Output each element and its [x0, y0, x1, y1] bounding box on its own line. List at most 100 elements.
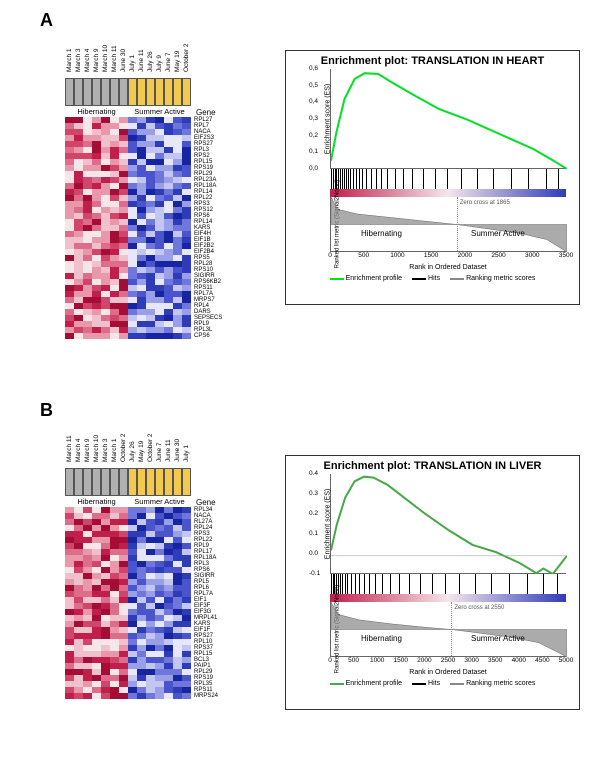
hit-line [376, 169, 377, 189]
sample-header [92, 78, 101, 106]
sample-header [164, 468, 173, 496]
hit-line [364, 574, 365, 594]
y-tick: 0,4 [309, 98, 318, 105]
sample-header [83, 468, 92, 496]
gradient-bar-b [330, 594, 566, 602]
panel-b: B March 11March 4March 9March 10March 3M… [0, 400, 600, 770]
hits-zone-a [330, 169, 566, 197]
gene-label: CPS6 [194, 333, 222, 339]
sample-header [146, 78, 155, 106]
rank-curve [331, 197, 567, 252]
heatmap-cell [164, 333, 173, 339]
heatmap-cell [155, 693, 164, 699]
x-tick: 1000 [390, 252, 404, 259]
hit-line [371, 169, 372, 189]
heatmap-cell [146, 693, 155, 699]
hit-line [344, 169, 345, 189]
heatmap-cell [146, 333, 155, 339]
y-tick: 0.1 [309, 530, 318, 537]
hit-line [347, 574, 348, 594]
heatmap-cell [119, 693, 128, 699]
y-tick: 0,6 [309, 65, 318, 72]
hit-line [350, 169, 351, 189]
legend-rank: Ranking metric scores [450, 680, 535, 687]
y-tick: 0,5 [309, 82, 318, 89]
hit-line [353, 169, 354, 189]
heatmap-grid-a [65, 117, 191, 339]
sample-header [173, 468, 182, 496]
sample-header [119, 78, 128, 106]
date-labels-a: March 1March 3March 4March 9March 10Marc… [65, 30, 260, 78]
sample-header [173, 78, 182, 106]
x-tick: 3500 [488, 657, 502, 664]
sample-header [119, 468, 128, 496]
sample-header [164, 78, 173, 106]
hit-line [493, 169, 494, 189]
sample-header [110, 78, 119, 106]
date-labels-b: March 11March 4March 9March 10March 3Mar… [65, 420, 260, 468]
x-tick: 1500 [424, 252, 438, 259]
hit-line [403, 169, 404, 189]
hit-line [412, 169, 413, 189]
sample-header [65, 468, 74, 496]
hit-line [432, 574, 433, 594]
heatmap-cell [110, 693, 119, 699]
y-tick: 0,2 [309, 132, 318, 139]
panel-a: A March 1March 3March 4March 9March 10Ma… [0, 10, 600, 380]
sample-header [137, 78, 146, 106]
hit-line [543, 574, 544, 594]
x-tick: 4000 [512, 657, 526, 664]
hit-line [387, 169, 388, 189]
x-tick: 0 [328, 657, 332, 664]
hit-line [475, 574, 476, 594]
heatmap-cell [128, 333, 137, 339]
legend-rank: Ranking metric scores [450, 275, 535, 282]
hit-line [345, 574, 346, 594]
heatmap-cell [65, 693, 74, 699]
hit-line [399, 574, 400, 594]
gene-header-a: Gene [196, 108, 216, 117]
legend-hits: Hits [412, 680, 440, 687]
state-left: Hibernating [361, 229, 402, 238]
y-tick: 0.3 [309, 490, 318, 497]
hit-line [346, 169, 347, 189]
state-summer-b: Summer Active [128, 497, 191, 506]
x-tick: 2500 [441, 657, 455, 664]
heatmap-b: March 11March 4March 9March 10March 3Mar… [65, 420, 260, 699]
legend-hits: Hits [412, 275, 440, 282]
hit-line [382, 574, 383, 594]
hit-line [409, 574, 410, 594]
hit-line [447, 169, 448, 189]
hit-line [395, 169, 396, 189]
x-tick: 3000 [464, 657, 478, 664]
es-zone-a: Enrichment score (ES) 0,60,50,40,30,20,1… [330, 69, 566, 169]
hit-line [359, 169, 360, 189]
x-tick: 500 [348, 657, 359, 664]
heatmap-cell [92, 333, 101, 339]
hit-line [342, 169, 343, 189]
hit-line [509, 574, 510, 594]
y-tick: 0,0 [309, 165, 318, 172]
date-label: July 1 [182, 411, 230, 420]
heatmap-cell [173, 693, 182, 699]
hit-line [369, 574, 370, 594]
rank-curve [331, 602, 567, 657]
x-label-a: Rank in Ordered Dataset [330, 264, 566, 271]
legend-enrichment: Enrichment profile [330, 275, 402, 282]
zero-cross-label: Zero cross at 1865 [460, 200, 510, 206]
hit-line [375, 574, 376, 594]
ep-title-b: Enrichment plot: TRANSLATION IN LIVER [286, 456, 579, 474]
hit-line [558, 169, 559, 189]
panel-b-label: B [40, 400, 53, 421]
gene-header-b: Gene [196, 498, 216, 507]
sample-header [110, 468, 119, 496]
y-tick: -0.1 [309, 570, 320, 577]
state-labels-b: Hibernating Summer Active [65, 497, 191, 506]
state-right: Summer Active [471, 229, 525, 238]
state-hibernating-b: Hibernating [65, 497, 128, 506]
heatmap-cell [137, 333, 146, 339]
x-ticks-a: 0500100015002000250030003500 [330, 252, 566, 262]
y-tick: 0,1 [309, 148, 318, 155]
sample-header [74, 468, 83, 496]
sample-header [101, 468, 110, 496]
